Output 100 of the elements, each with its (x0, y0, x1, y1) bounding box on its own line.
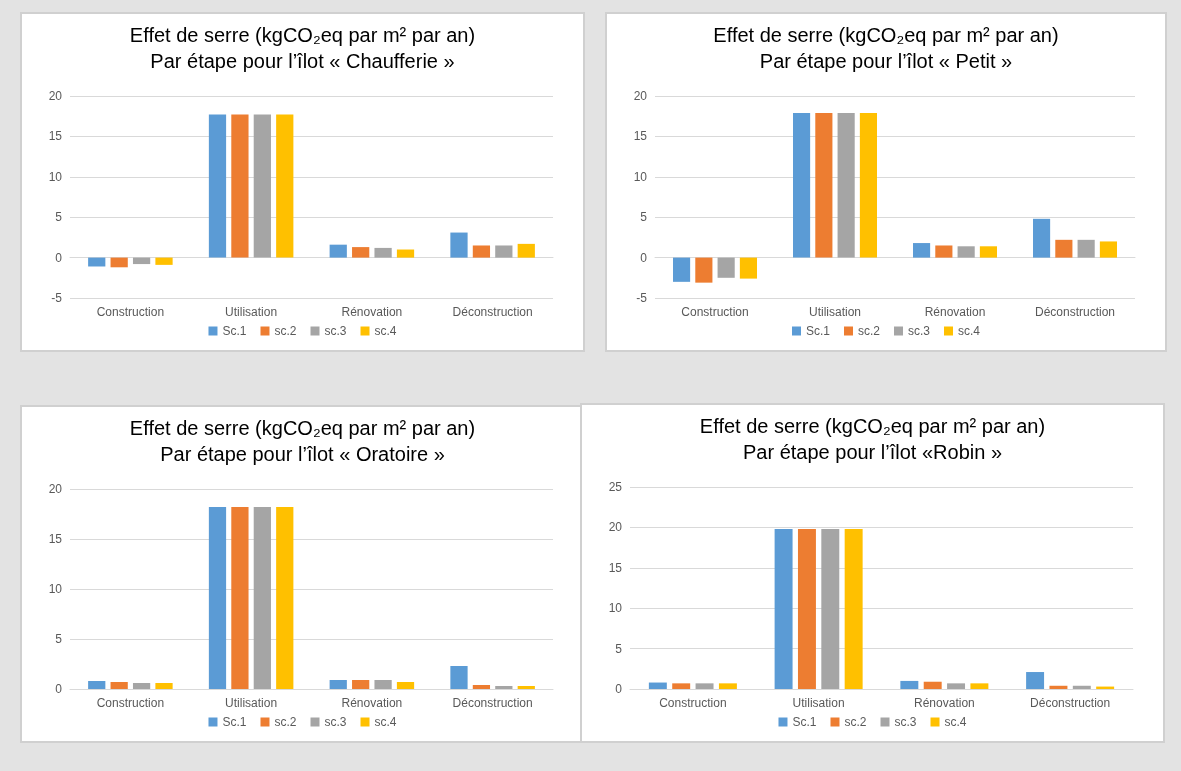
y-tick-label: 10 (608, 601, 623, 616)
bar (110, 682, 128, 689)
bar (672, 683, 691, 689)
y-tick-label: 20 (608, 520, 623, 535)
bar (957, 246, 975, 258)
y-tick-label: 5 (615, 641, 623, 656)
legend-label: sc.4 (374, 715, 397, 729)
x-tick-label: Construction (96, 696, 165, 710)
bar (1026, 672, 1045, 689)
x-tick-label: Rénovation (924, 305, 986, 319)
x-tick-label: Construction (681, 305, 749, 319)
bar (450, 232, 468, 258)
y-tick-label: 15 (608, 560, 623, 575)
legend-label: sc.3 (324, 324, 347, 338)
bar (1077, 239, 1095, 258)
x-tick-label: Déconstruction (1030, 696, 1111, 710)
bar (495, 245, 513, 258)
bar (1099, 241, 1117, 258)
bar (844, 529, 863, 689)
bar (970, 683, 989, 689)
y-tick-label: 10 (48, 169, 63, 184)
bar (329, 680, 347, 689)
x-tick-label: Rénovation (914, 696, 975, 710)
legend-label: sc.2 (274, 715, 297, 729)
legend-label: sc.4 (944, 715, 967, 729)
bar (472, 685, 491, 689)
bar (739, 257, 757, 279)
bar (352, 247, 370, 258)
x-tick-label: Utilisation (225, 696, 278, 710)
chart-subtitle: Par étape pour l’îlot «Robin » (742, 441, 1003, 463)
x-tick-label: Utilisation (808, 305, 862, 319)
legend-label: sc.3 (324, 715, 347, 729)
legend-label: Sc.1 (792, 715, 817, 729)
bar (276, 114, 294, 258)
y-tick-label: 10 (48, 582, 63, 596)
bar (979, 246, 997, 258)
chart-subtitle: Par étape pour l’îlot « Petit » (759, 50, 1013, 72)
bar (329, 244, 347, 258)
x-tick-label: Rénovation (341, 696, 403, 710)
bar (797, 529, 816, 689)
chart-title: Effet de serre (kgCO₂eq par m² par an) (699, 415, 1046, 437)
bar (717, 257, 735, 278)
legend-label: sc.2 (844, 715, 867, 729)
bar (231, 507, 249, 689)
legend-label: sc.2 (857, 324, 881, 338)
bar (253, 114, 271, 258)
bar (374, 247, 392, 258)
bar (1033, 218, 1051, 258)
legend-label: Sc.1 (222, 715, 247, 729)
bar (821, 529, 840, 689)
y-tick-label: 15 (633, 129, 648, 144)
bar (450, 666, 468, 689)
y-tick-label: -5 (51, 291, 63, 305)
y-tick-label: 25 (608, 480, 623, 494)
y-tick-label: 5 (55, 632, 63, 646)
chart-title: Effet de serre (kgCO₂eq par m² par an) (713, 24, 1059, 46)
y-tick-label: 0 (640, 250, 648, 265)
y-tick-label: 0 (615, 682, 623, 696)
y-tick-label: 5 (640, 210, 648, 225)
bar (155, 257, 173, 265)
bar (913, 243, 931, 258)
x-tick-label: Utilisation (225, 305, 278, 319)
x-tick-label: Déconstruction (452, 305, 533, 319)
chart-title: Effet de serre (kgCO₂eq par m² par an) (129, 24, 476, 46)
legend-label: sc.4 (374, 324, 397, 338)
bar (648, 682, 667, 689)
legend-label: Sc.1 (222, 324, 247, 338)
x-tick-label: Utilisation (792, 696, 845, 710)
x-tick-label: Construction (96, 305, 165, 319)
y-tick-label: 10 (633, 169, 648, 184)
bar (815, 112, 833, 258)
y-tick-label: 20 (633, 89, 648, 103)
bar (231, 114, 249, 258)
bar (276, 507, 294, 689)
bar (88, 681, 106, 689)
x-tick-label: Construction (659, 696, 727, 710)
bar (517, 686, 535, 689)
chart-title: Effet de serre (kgCO₂eq par m² par an) (129, 417, 476, 439)
bar (472, 245, 491, 258)
bar (695, 257, 713, 283)
bar (947, 683, 966, 689)
legend-label: sc.2 (274, 324, 297, 338)
y-tick-label: 0 (55, 682, 63, 696)
bar (673, 257, 691, 282)
y-tick-label: 15 (48, 129, 63, 144)
y-tick-label: 5 (55, 210, 63, 225)
x-tick-label: Rénovation (341, 305, 403, 319)
bar (695, 683, 714, 689)
legend-label: Sc.1 (805, 324, 831, 338)
bar (208, 114, 227, 258)
bar (837, 112, 855, 258)
bar (1055, 239, 1073, 258)
bar (900, 680, 919, 689)
bar (774, 529, 793, 689)
bar (396, 249, 415, 258)
legend-label: sc.3 (908, 324, 931, 338)
bar (718, 683, 737, 689)
y-tick-label: 15 (48, 532, 63, 546)
bar (132, 257, 151, 265)
chart-subtitle: Par étape pour l’îlot « Oratoire » (160, 443, 445, 465)
